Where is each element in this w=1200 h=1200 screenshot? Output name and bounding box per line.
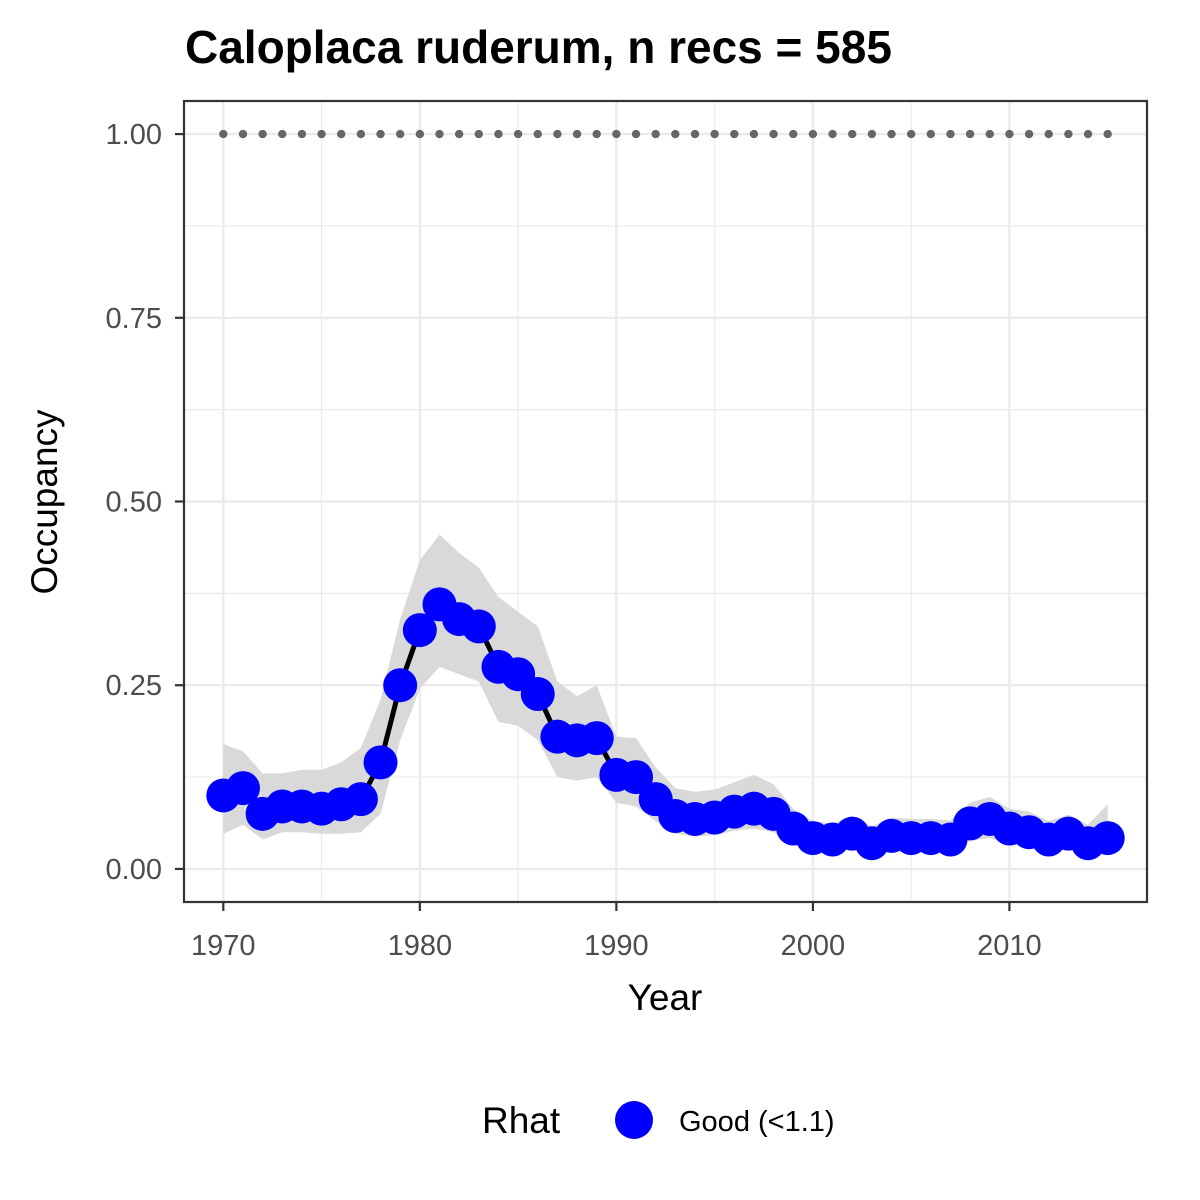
occupancy-point bbox=[383, 668, 418, 703]
y-tick-label: 0.00 bbox=[106, 854, 162, 886]
y-tick-label: 1.00 bbox=[106, 119, 162, 151]
occupancy-point bbox=[225, 771, 260, 806]
legend-key-good bbox=[615, 1101, 653, 1139]
occupancy-point bbox=[1090, 821, 1125, 856]
reference-dot bbox=[828, 129, 837, 139]
reference-dot bbox=[867, 129, 877, 139]
occupancy-point bbox=[520, 677, 555, 712]
reference-dot bbox=[356, 129, 366, 139]
reference-dot bbox=[769, 129, 778, 139]
legend: Rhat Good (<1.1) bbox=[482, 1100, 835, 1141]
reference-dot bbox=[494, 129, 503, 139]
reference-dot bbox=[474, 129, 483, 139]
reference-dot bbox=[926, 129, 936, 139]
occupancy-point bbox=[402, 613, 437, 648]
reference-dot bbox=[808, 129, 818, 139]
y-axis-title: Occupancy bbox=[24, 409, 65, 595]
reference-dot bbox=[376, 129, 385, 139]
occupancy-point bbox=[363, 745, 398, 780]
reference-dot bbox=[612, 129, 621, 139]
y-tick-label: 0.50 bbox=[106, 487, 162, 519]
plot-marks bbox=[206, 129, 1125, 861]
x-tick-label: 1980 bbox=[388, 930, 453, 962]
reference-dot bbox=[258, 129, 267, 139]
x-tick-label: 2000 bbox=[781, 930, 846, 962]
reference-dot bbox=[906, 129, 916, 139]
reference-dot bbox=[513, 129, 523, 139]
reference-dot bbox=[572, 129, 582, 139]
reference-dot bbox=[297, 129, 307, 139]
x-tick-label: 1970 bbox=[191, 930, 256, 962]
occupancy-point bbox=[461, 609, 496, 644]
reference-dot bbox=[651, 129, 660, 139]
legend-label-good: Good (<1.1) bbox=[679, 1106, 835, 1138]
reference-dot bbox=[1044, 129, 1053, 139]
reference-dot bbox=[435, 129, 444, 139]
reference-dot bbox=[533, 129, 542, 139]
x-tick-label: 2010 bbox=[977, 930, 1042, 962]
reference-dot bbox=[1024, 129, 1034, 139]
chart-title: Caloplaca ruderum, n recs = 585 bbox=[185, 21, 892, 73]
legend-title: Rhat bbox=[482, 1100, 561, 1141]
reference-dot bbox=[710, 129, 719, 139]
reference-dot bbox=[317, 129, 326, 139]
reference-dot bbox=[219, 129, 228, 139]
reference-dot bbox=[887, 129, 896, 139]
reference-dot bbox=[592, 129, 601, 139]
reference-dot bbox=[671, 129, 680, 139]
reference-dot bbox=[848, 129, 857, 139]
reference-dot bbox=[337, 129, 346, 139]
reference-dot bbox=[985, 129, 994, 139]
reference-dot bbox=[1103, 129, 1112, 139]
y-tick-label: 0.25 bbox=[106, 670, 162, 702]
reference-dot bbox=[278, 129, 287, 139]
reference-dot bbox=[395, 129, 405, 139]
y-tick-label: 0.75 bbox=[106, 303, 162, 335]
reference-dot bbox=[965, 129, 975, 139]
reference-dot bbox=[553, 129, 562, 139]
x-tick-label: 1990 bbox=[584, 930, 649, 962]
axes: 1970 1980 1990 2000 2010 0.00 0.25 0.50 0.75 1.00 bbox=[106, 119, 1042, 962]
reference-dot bbox=[1005, 129, 1014, 139]
reference-dot bbox=[946, 129, 955, 139]
occupancy-point bbox=[619, 760, 654, 795]
reference-dot bbox=[454, 129, 464, 139]
reference-dot bbox=[789, 129, 798, 139]
reference-dot bbox=[631, 129, 641, 139]
reference-dot bbox=[749, 129, 759, 139]
reference-dot bbox=[238, 129, 248, 139]
occupancy-point bbox=[579, 721, 614, 756]
reference-dot bbox=[690, 129, 700, 139]
occupancy-point bbox=[343, 782, 378, 817]
x-axis-title: Year bbox=[628, 977, 703, 1018]
reference-dot bbox=[415, 129, 425, 139]
reference-dot bbox=[1083, 129, 1093, 139]
reference-dot bbox=[1064, 129, 1073, 139]
reference-dot bbox=[730, 129, 739, 139]
